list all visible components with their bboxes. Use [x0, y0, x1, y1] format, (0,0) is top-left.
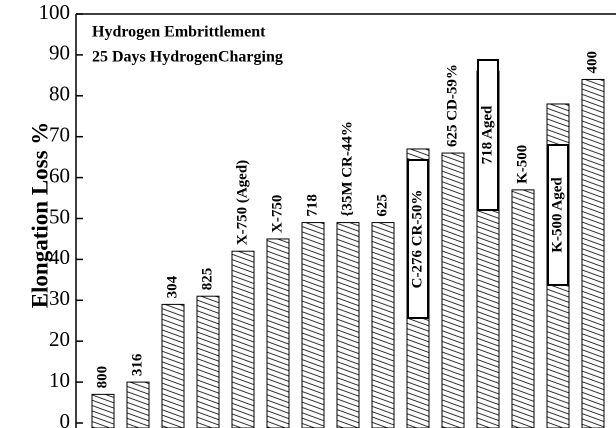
- y-tick-label: 20: [49, 327, 70, 351]
- label-box: [407, 159, 429, 319]
- bar: [301, 222, 325, 428]
- bar-label: 800: [94, 366, 110, 389]
- bar-label: 718 Aged: [479, 105, 495, 164]
- bar: [91, 393, 115, 428]
- bar: [161, 303, 185, 428]
- y-tick-label: 70: [49, 123, 70, 147]
- bar-label: X-750: [269, 195, 285, 233]
- bar-label: 625: [374, 194, 390, 217]
- bar: [231, 250, 255, 428]
- y-tick-label: 90: [49, 41, 70, 65]
- bar: [581, 78, 605, 428]
- y-tick-label: 100: [39, 0, 71, 24]
- bar-label: C-276 CR-50%: [409, 190, 425, 289]
- bar: [511, 189, 535, 428]
- bar: [266, 238, 290, 428]
- chart-subtitle: 25 Days HydrogenCharging: [92, 49, 283, 66]
- bar-label: 400: [584, 51, 600, 74]
- y-tick-label: 60: [49, 163, 70, 187]
- label-box: [547, 144, 569, 286]
- y-axis-label: Elongation Loss %: [27, 122, 52, 309]
- bar: [196, 295, 220, 428]
- bar-label: 316: [129, 353, 145, 376]
- bar-label: K-500 Aged: [549, 177, 565, 253]
- bar-label: K-500: [514, 145, 530, 184]
- y-tick-label: 50: [49, 204, 70, 228]
- bar-label: X-750 (Aged): [234, 160, 250, 245]
- y-tick-label: 40: [49, 245, 70, 269]
- bar-label: 304: [164, 275, 180, 298]
- bar: [336, 222, 360, 428]
- y-tick-label: 10: [49, 368, 70, 392]
- y-tick-label: 0: [60, 409, 71, 428]
- bar: [371, 222, 395, 428]
- chart-title: Hydrogen Embrittlement: [92, 24, 266, 41]
- label-box: [477, 59, 499, 211]
- bar-label: 625 CD-59%: [444, 64, 460, 147]
- bar-label: {35M CR-44%: [339, 121, 355, 216]
- bar-label: 718: [304, 194, 320, 217]
- bar: [441, 152, 465, 428]
- y-tick-label: 30: [49, 286, 70, 310]
- bar-label: 825: [199, 268, 215, 291]
- bar: [126, 381, 150, 428]
- y-tick-label: 80: [49, 82, 70, 106]
